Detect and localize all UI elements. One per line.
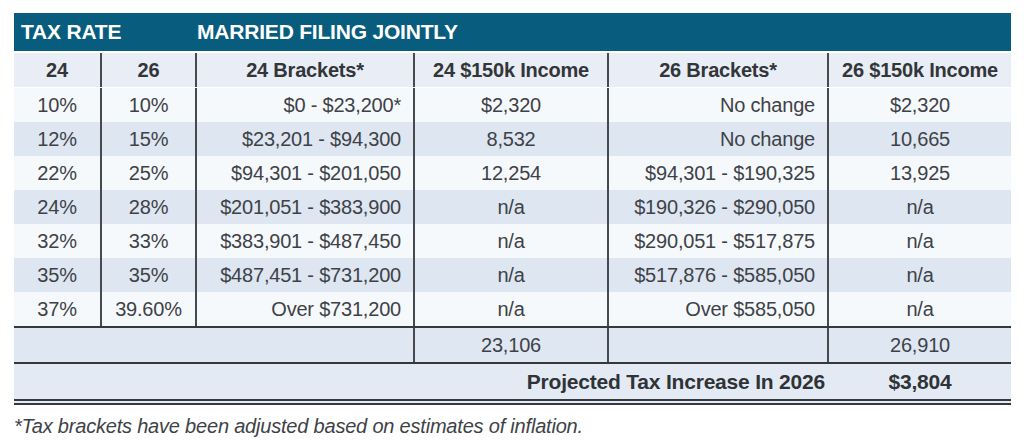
table-cell: $517,876 - $585,050 [609, 258, 829, 292]
table-cell: 15% [102, 122, 197, 156]
table-cell: 28% [102, 190, 197, 224]
table-cell: $2,320 [829, 88, 1011, 122]
projection-value: $3,804 [829, 370, 1011, 394]
table-cell: 10,665 [829, 122, 1011, 156]
col-header-income-24: 24 $150k Income [415, 53, 609, 87]
tax-table-graphic: TAX RATE MARRIED FILING JOINTLY 24 26 24… [14, 13, 1011, 438]
subtotal-income-26: 26,910 [829, 328, 1011, 362]
table-cell: 12,254 [415, 156, 609, 190]
table-cell: $94,301 - $201,050 [197, 156, 415, 190]
table-cell: $190,326 - $290,050 [609, 190, 829, 224]
table-cell: 24% [14, 190, 102, 224]
table-cell: 25% [102, 156, 197, 190]
table-cell: 33% [102, 224, 197, 258]
table-row: 12% 15% $23,201 - $94,300 8,532 No chang… [14, 122, 1011, 156]
table-cell: $487,451 - $731,200 [197, 258, 415, 292]
col-header-rate-24: 24 [14, 53, 102, 87]
projection-row: Projected Tax Increase In 2026 $3,804 [14, 364, 1011, 405]
table-title-bar: TAX RATE MARRIED FILING JOINTLY [14, 13, 1011, 53]
table-cell: 35% [102, 258, 197, 292]
title-filing-status: MARRIED FILING JOINTLY [197, 20, 458, 44]
col-header-brackets-24: 24 Brackets* [197, 53, 415, 87]
table-row: 10% 10% $0 - $23,200* $2,320 No change $… [14, 88, 1011, 122]
footnote: *Tax brackets have been adjusted based o… [14, 415, 1011, 438]
subtotal-row: 23,106 26,910 [14, 328, 1011, 364]
table-cell: 39.60% [102, 292, 197, 326]
subtotal-income-24: 23,106 [415, 328, 609, 362]
table-cell: 35% [14, 258, 102, 292]
table-cell: n/a [415, 224, 609, 258]
table-row: 37% 39.60% Over $731,200 n/a Over $585,0… [14, 292, 1011, 328]
table-cell: 32% [14, 224, 102, 258]
table-row: 35% 35% $487,451 - $731,200 n/a $517,876… [14, 258, 1011, 292]
table-cell: 12% [14, 122, 102, 156]
table-cell: n/a [829, 258, 1011, 292]
table-cell: n/a [829, 292, 1011, 326]
table-cell: No change [609, 88, 829, 122]
col-header-rate-26: 26 [102, 53, 197, 87]
table-cell: Over $585,050 [609, 292, 829, 326]
table-cell: $94,301 - $190,325 [609, 156, 829, 190]
table-cell: 10% [102, 88, 197, 122]
table-cell: 10% [14, 88, 102, 122]
table-cell: 37% [14, 292, 102, 326]
table-cell: $201,051 - $383,900 [197, 190, 415, 224]
table-cell: $383,901 - $487,450 [197, 224, 415, 258]
table-cell: $2,320 [415, 88, 609, 122]
subtotal-spacer [609, 328, 829, 362]
column-header-row: 24 26 24 Brackets* 24 $150k Income 26 Br… [14, 53, 1011, 88]
projection-label: Projected Tax Increase In 2026 [14, 370, 829, 394]
table-cell: $0 - $23,200* [197, 88, 415, 122]
table-cell: n/a [415, 190, 609, 224]
table-cell: $290,051 - $517,875 [609, 224, 829, 258]
table-cell: Over $731,200 [197, 292, 415, 326]
subtotal-spacer [14, 328, 415, 362]
table-cell: n/a [829, 224, 1011, 258]
table-row: 24% 28% $201,051 - $383,900 n/a $190,326… [14, 190, 1011, 224]
col-header-income-26: 26 $150k Income [829, 53, 1011, 87]
col-header-brackets-26: 26 Brackets* [609, 53, 829, 87]
table-cell: n/a [415, 292, 609, 326]
title-tax-rate: TAX RATE [14, 20, 197, 44]
table-row: 22% 25% $94,301 - $201,050 12,254 $94,30… [14, 156, 1011, 190]
table-row: 32% 33% $383,901 - $487,450 n/a $290,051… [14, 224, 1011, 258]
table-cell: $23,201 - $94,300 [197, 122, 415, 156]
table-cell: n/a [829, 190, 1011, 224]
table-cell: 22% [14, 156, 102, 190]
table-cell: n/a [415, 258, 609, 292]
table-cell: 13,925 [829, 156, 1011, 190]
table-cell: 8,532 [415, 122, 609, 156]
table-cell: No change [609, 122, 829, 156]
